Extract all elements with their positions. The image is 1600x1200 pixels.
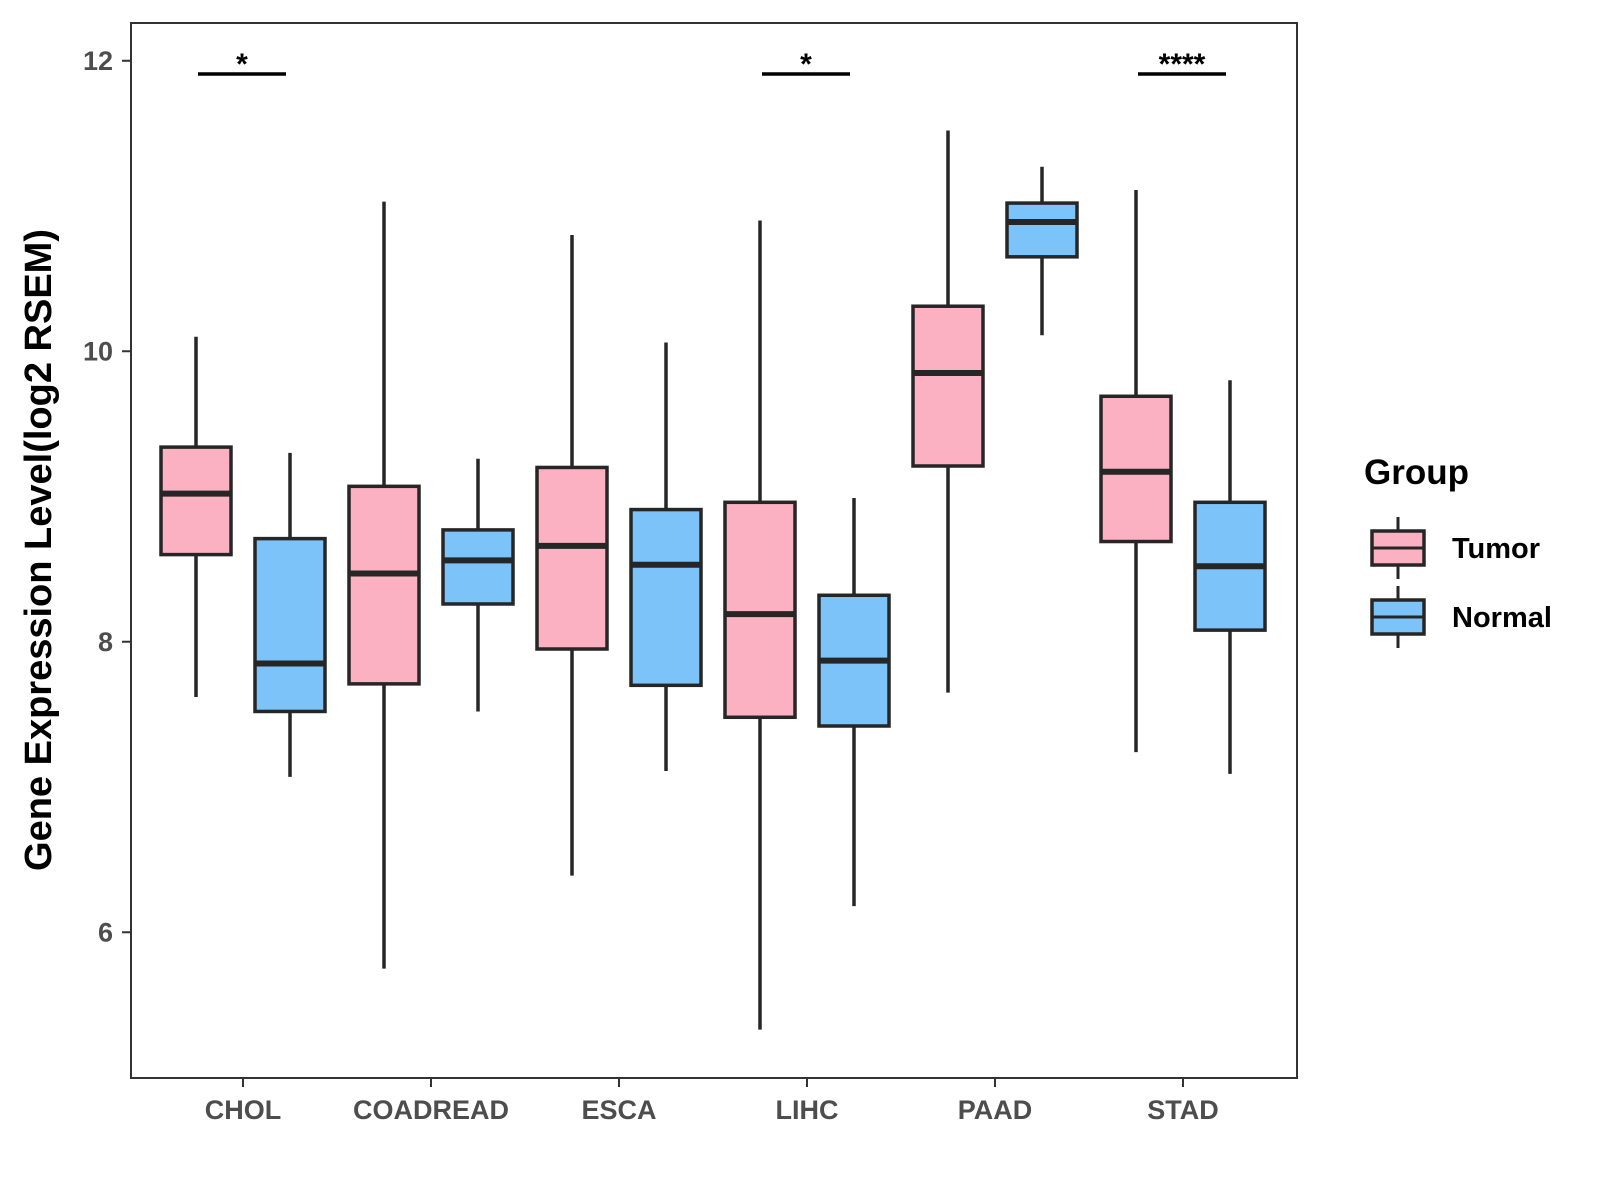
box-chol-tumor [159,336,233,697]
y-axis-title: Gene Expression Level(log2 RSEM) [18,229,60,871]
plot-marks: * * **** [159,48,1267,1030]
x-tick-label: PAAD [958,1095,1033,1125]
box-body [535,465,609,651]
legend-key-normal: Normal [1370,586,1552,648]
box-paad-tumor [911,130,985,693]
legend-label-tumor: Tumor [1452,533,1540,565]
box-body [1005,201,1079,259]
box-body [911,304,985,468]
box-esca-normal [629,342,703,772]
significance-label: * [800,48,812,81]
box-coadread-normal [441,458,515,712]
box-body [441,528,515,606]
x-tick-label: COADREAD [353,1095,509,1125]
legend-keys: Tumor Normal [1370,517,1552,648]
box-lihc-tumor [723,220,797,1030]
legend-label-normal: Normal [1452,602,1552,634]
significance-lihc: * [762,48,850,81]
box-esca-tumor [535,235,609,876]
x-tick-label: STAD [1147,1095,1219,1125]
box-stad-tumor [1099,190,1173,753]
box-body [347,484,421,686]
y-tick-label: 6 [98,917,113,947]
significance-label: **** [1159,48,1206,81]
box-body [723,500,797,720]
box-body [253,536,327,714]
significance-chol: * [198,48,286,81]
box-paad-normal [1005,166,1079,336]
y-tick-label: 12 [83,46,113,76]
y-tick-label: 8 [98,627,113,657]
y-tick-label: 10 [83,336,113,366]
legend-title: Group [1364,453,1469,492]
box-lihc-normal [817,497,891,907]
box-chol-normal [253,452,327,777]
legend: Group Tumor Normal [1364,453,1552,648]
box-coadread-tumor [347,201,421,969]
x-tick-label: LIHC [776,1095,839,1125]
x-axis: CHOL COADREAD ESCA LIHC PAAD STAD [205,1078,1219,1125]
x-tick-label: ESCA [581,1095,656,1125]
significance-stad: **** [1138,48,1226,81]
x-tick-label: CHOL [205,1095,282,1125]
y-axis: 6 8 10 12 [83,46,131,947]
box-body [159,445,233,557]
significance-label: * [236,48,248,81]
box-stad-normal [1193,380,1267,774]
legend-key-tumor: Tumor [1370,517,1540,579]
box-body [629,507,703,688]
plot-panel-border [130,22,1298,1079]
